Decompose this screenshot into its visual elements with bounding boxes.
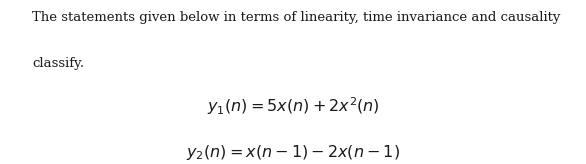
Text: $y_1(n) = 5x(n) + 2x^2(n)$: $y_1(n) = 5x(n) + 2x^2(n)$ — [207, 95, 379, 117]
Text: The statements given below in terms of linearity, time invariance and causality: The statements given below in terms of l… — [32, 11, 561, 24]
Text: $y_2(n) = x(n-1) - 2x(n-1)$: $y_2(n) = x(n-1) - 2x(n-1)$ — [186, 143, 400, 162]
Text: classify.: classify. — [32, 57, 84, 70]
